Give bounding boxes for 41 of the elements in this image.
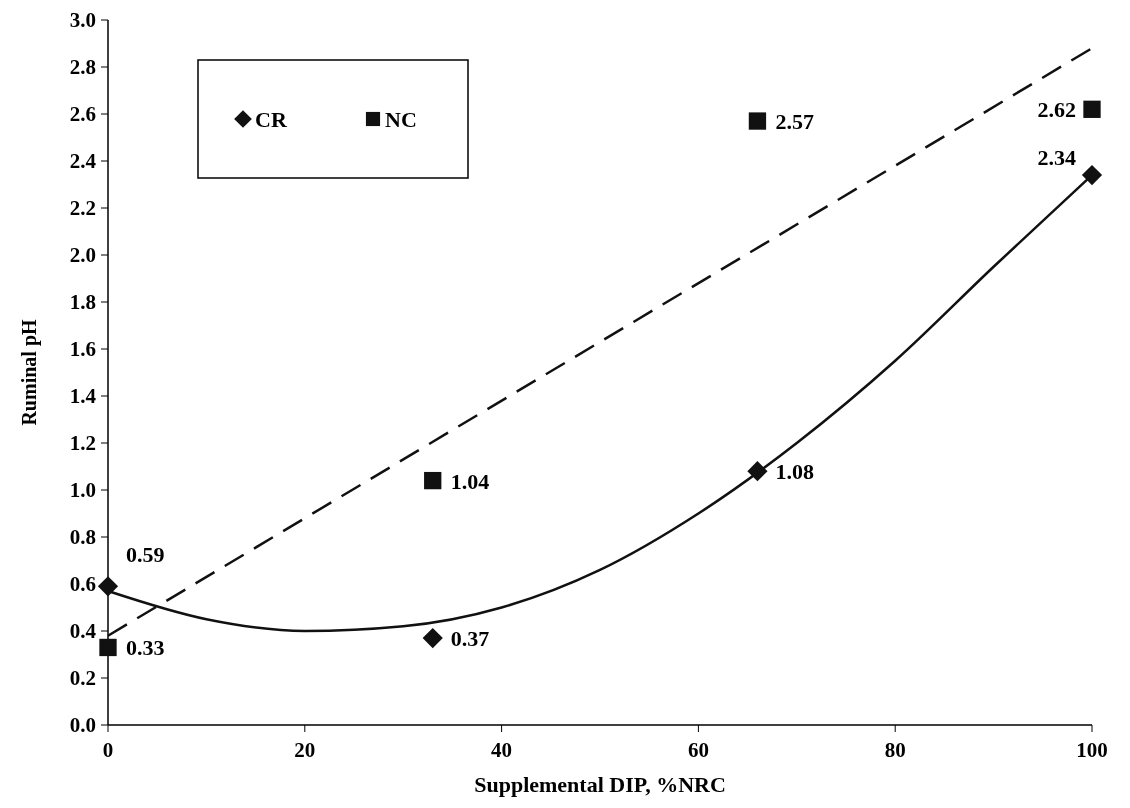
- y-tick-label: 0.6: [69, 572, 96, 597]
- point: [422, 627, 443, 649]
- y-tick-label: 1.0: [69, 478, 96, 503]
- y-tick-label: 2.8: [69, 55, 96, 80]
- y-tick-label: 0.0: [69, 713, 96, 738]
- point: [97, 576, 119, 597]
- data-label: 2.62: [1037, 97, 1076, 123]
- data-label: 2.34: [1037, 145, 1076, 171]
- x-tick-label: 80: [884, 738, 906, 762]
- y-tick-label: 0.2: [69, 666, 96, 691]
- point: [1081, 165, 1103, 186]
- y-tick-label: 1.6: [69, 337, 96, 362]
- x-tick-label: 20: [294, 738, 316, 762]
- y-axis-title: Ruminal pH: [18, 318, 41, 426]
- x-tick-label: 100: [1076, 738, 1108, 762]
- data-label: 1.08: [775, 459, 814, 485]
- y-tick-label: 2.0: [69, 243, 96, 268]
- y-tick-label: 2.6: [69, 102, 96, 127]
- point: [748, 112, 767, 130]
- y-tick-label: 2.2: [69, 196, 96, 221]
- y-tick-label: 0.8: [69, 525, 96, 550]
- data-label: 0.59: [126, 542, 165, 568]
- x-axis-title: Supplemental DIP, %NRC: [474, 772, 726, 797]
- point: [424, 471, 442, 490]
- y-tick-label: 1.8: [69, 290, 96, 315]
- y-tick-label: 1.4: [69, 384, 97, 409]
- point: [1083, 100, 1101, 118]
- x-tick-label: 0: [102, 738, 114, 762]
- point: [99, 638, 117, 657]
- y-tick-label: 0.4: [69, 619, 97, 644]
- y-tick-label: 2.4: [69, 149, 97, 174]
- x-tick-label: 40: [491, 738, 513, 762]
- data-label: 0.33: [126, 635, 165, 661]
- x-tick-label: 60: [687, 738, 709, 762]
- y-tick-label: 1.2: [69, 431, 96, 456]
- data-label: 1.04: [450, 468, 490, 494]
- data-label: 0.37: [450, 626, 490, 652]
- legend-label: CR: [255, 106, 288, 132]
- y-tick-label: 3.0: [69, 8, 96, 33]
- data-label: 2.57: [775, 109, 814, 135]
- legend-label: NC: [385, 106, 417, 132]
